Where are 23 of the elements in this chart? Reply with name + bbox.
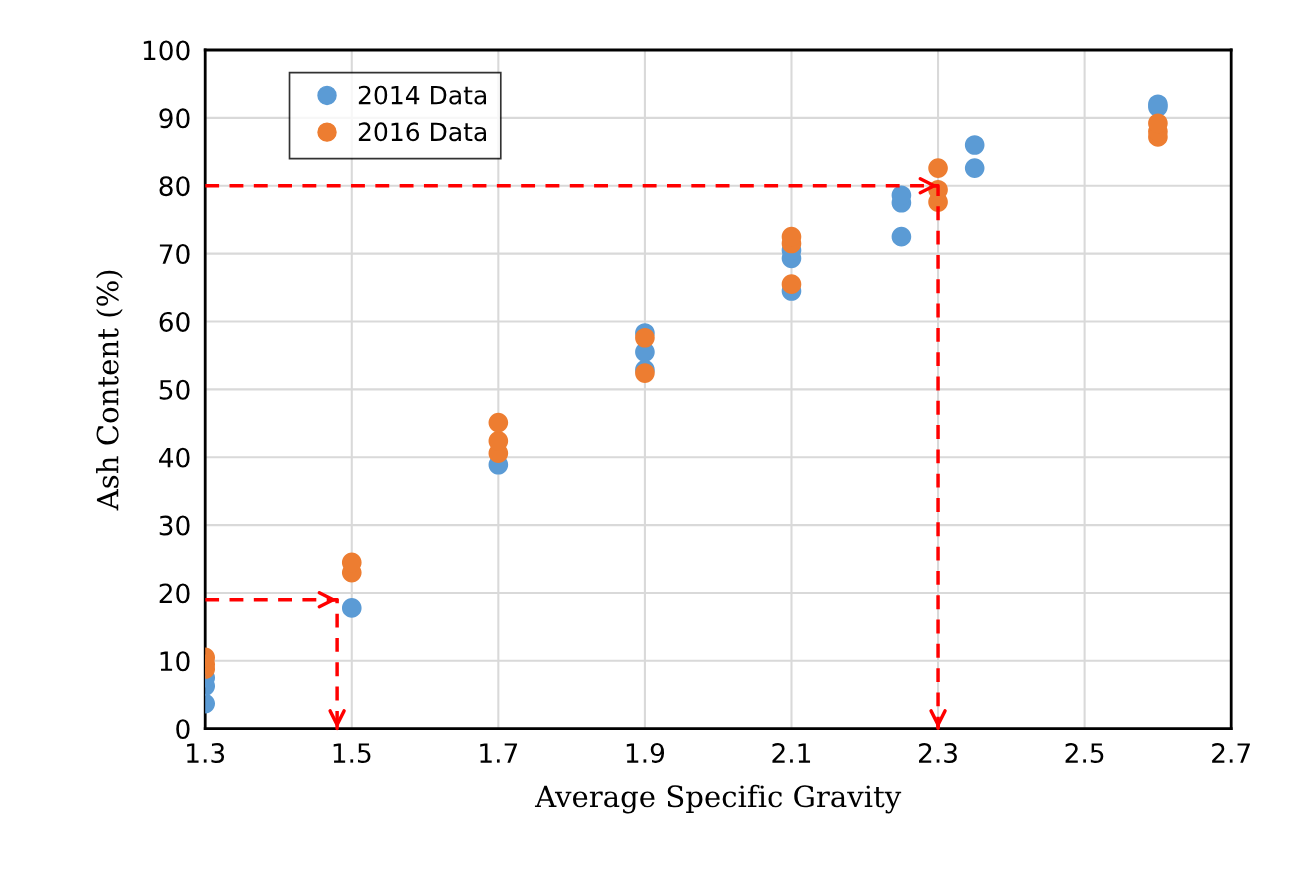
- legend-label: 2014 Data: [358, 85, 487, 105]
- legend-label: 2016 Data: [358, 122, 487, 142]
- y-tick-label: 10: [160, 651, 190, 672]
- x-tick-label: 2.1: [772, 743, 811, 763]
- y-tick-label: 50: [159, 379, 190, 400]
- y-tick-label: 60: [159, 311, 190, 332]
- y-tick-label: 100: [143, 40, 190, 61]
- x-tick-label: 2.3: [919, 743, 957, 763]
- y-tick-label: 30: [159, 515, 190, 536]
- x-tick-label: 2.7: [1212, 743, 1250, 763]
- y-tick-label: 80: [159, 176, 190, 197]
- y-tick-label: 40: [159, 447, 190, 468]
- y-tick-label: 20: [159, 583, 190, 604]
- y-tick-label: 70: [159, 244, 190, 265]
- x-tick-label: 2.5: [1065, 743, 1104, 763]
- y-tick-label: 90: [159, 108, 190, 129]
- x-tick-label: 1.3: [187, 743, 225, 763]
- x-tick-label: 1.7: [480, 743, 518, 763]
- x-tick-label: 1.9: [626, 743, 665, 763]
- y-axis-title: Ash Content (%): [96, 270, 123, 511]
- y-tick-label: 0: [176, 719, 190, 740]
- x-tick-label: 1.5: [333, 743, 371, 763]
- x-axis-title: Average Specific Gravity: [534, 784, 902, 814]
